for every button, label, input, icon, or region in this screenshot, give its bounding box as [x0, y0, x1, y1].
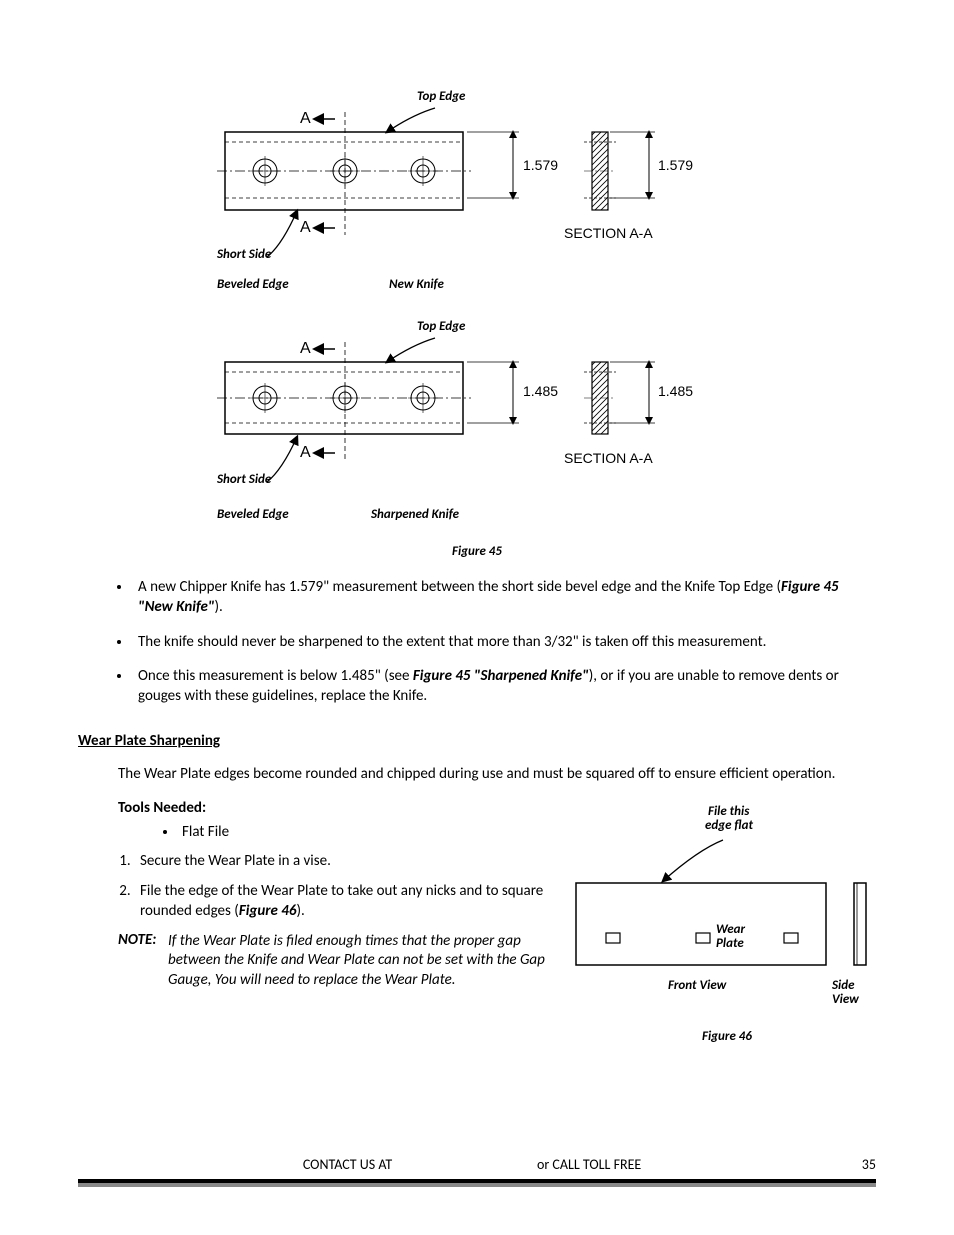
note-item-1: A new Chipper Knife has 1.579" measureme…	[132, 577, 876, 618]
diagram-new-knife: Top Edge A A	[187, 90, 767, 260]
step-2: File the edge of the Wear Plate to take …	[134, 881, 548, 922]
step2-b: ).	[296, 902, 304, 920]
beveled-edge-2: Beveled Edge	[217, 508, 289, 522]
note1-b: ).	[214, 598, 222, 616]
new-knife-name: New Knife	[389, 278, 444, 292]
note3-bold: Figure 45 "Sharpened Knife"	[413, 667, 589, 685]
note-item-2: The knife should never be sharpened to t…	[132, 632, 876, 652]
dimension-sharp-2: 1.485	[658, 384, 693, 399]
section-label-sharp: SECTION A-A	[564, 451, 653, 466]
dimension-new-1: 1.579	[523, 158, 558, 173]
sharp-knife-bottom-labels: Beveled Edge Sharpened Knife	[187, 508, 767, 532]
footer-contact: CONTACT US AT	[78, 1156, 497, 1173]
step2-a: File the edge of the Wear Plate to take …	[140, 882, 543, 920]
side-view-lbl: Side View	[832, 979, 876, 1008]
note-text: If the Wear Plate is filed enough times …	[118, 932, 548, 991]
svg-new-knife	[187, 90, 767, 260]
step-1: Secure the Wear Plate in a vise.	[134, 851, 548, 871]
figure-45-notes-list: A new Chipper Knife has 1.579" measureme…	[132, 577, 876, 706]
wear-plate-intro: The Wear Plate edges become rounded and …	[118, 764, 876, 784]
front-view-lbl: Front View	[668, 979, 726, 993]
short-side-1: Short Side	[217, 248, 271, 262]
footer-page-number: 35	[836, 1156, 876, 1173]
document-page: Top Edge A A	[0, 0, 954, 1235]
note1-a: A new Chipper Knife has 1.579" measureme…	[138, 578, 781, 596]
new-knife-bottom-labels: Beveled Edge New Knife	[187, 278, 767, 302]
dimension-new-2: 1.579	[658, 158, 693, 173]
wear-plate-two-column: Tools Needed: Flat File Secure the Wear …	[78, 799, 876, 1044]
sharp-knife-name: Sharpened Knife	[371, 508, 459, 522]
figure-45-caption: Figure 45	[187, 544, 767, 559]
note3-a: Once this measurement is below 1.485" (s…	[138, 667, 413, 685]
figure-46-diagram: File this edge flat Wear Plate Front Vie…	[568, 805, 876, 1015]
tools-list: Flat File	[178, 823, 548, 841]
section-label-new: SECTION A-A	[564, 226, 653, 241]
beveled-edge-1: Beveled Edge	[217, 278, 289, 292]
figure-46-caption: Figure 46	[568, 1029, 876, 1044]
wear-lbl-2: Plate	[716, 937, 744, 951]
wear-plate-note: NOTE: If the Wear Plate is filed enough …	[118, 931, 548, 990]
note-label: NOTE:	[118, 931, 156, 949]
footer-toll: or CALL TOLL FREE	[497, 1156, 836, 1173]
tools-heading: Tools Needed:	[118, 799, 548, 817]
wear-lbl-1: Wear	[716, 923, 745, 937]
svg-sharpened-knife	[187, 320, 767, 490]
wear-plate-title: Wear Plate Sharpening	[78, 732, 876, 750]
dimension-sharp-1: 1.485	[523, 384, 558, 399]
short-side-2: Short Side	[217, 473, 271, 487]
wear-plate-steps: Secure the Wear Plate in a vise. File th…	[134, 851, 548, 922]
wear-plate-right: File this edge flat Wear Plate Front Vie…	[568, 799, 876, 1044]
page-footer: CONTACT US AT or CALL TOLL FREE 35	[78, 1156, 876, 1173]
step2-bold: Figure 46	[239, 902, 297, 920]
footer-rule	[78, 1179, 876, 1187]
tool-flat-file: Flat File	[178, 823, 548, 841]
figure-45-block: Top Edge A A	[187, 90, 767, 559]
wear-plate-left: Tools Needed: Flat File Secure the Wear …	[78, 799, 548, 991]
diagram-sharpened-knife: Top Edge A A	[187, 320, 767, 490]
note-item-3: Once this measurement is below 1.485" (s…	[132, 666, 876, 707]
